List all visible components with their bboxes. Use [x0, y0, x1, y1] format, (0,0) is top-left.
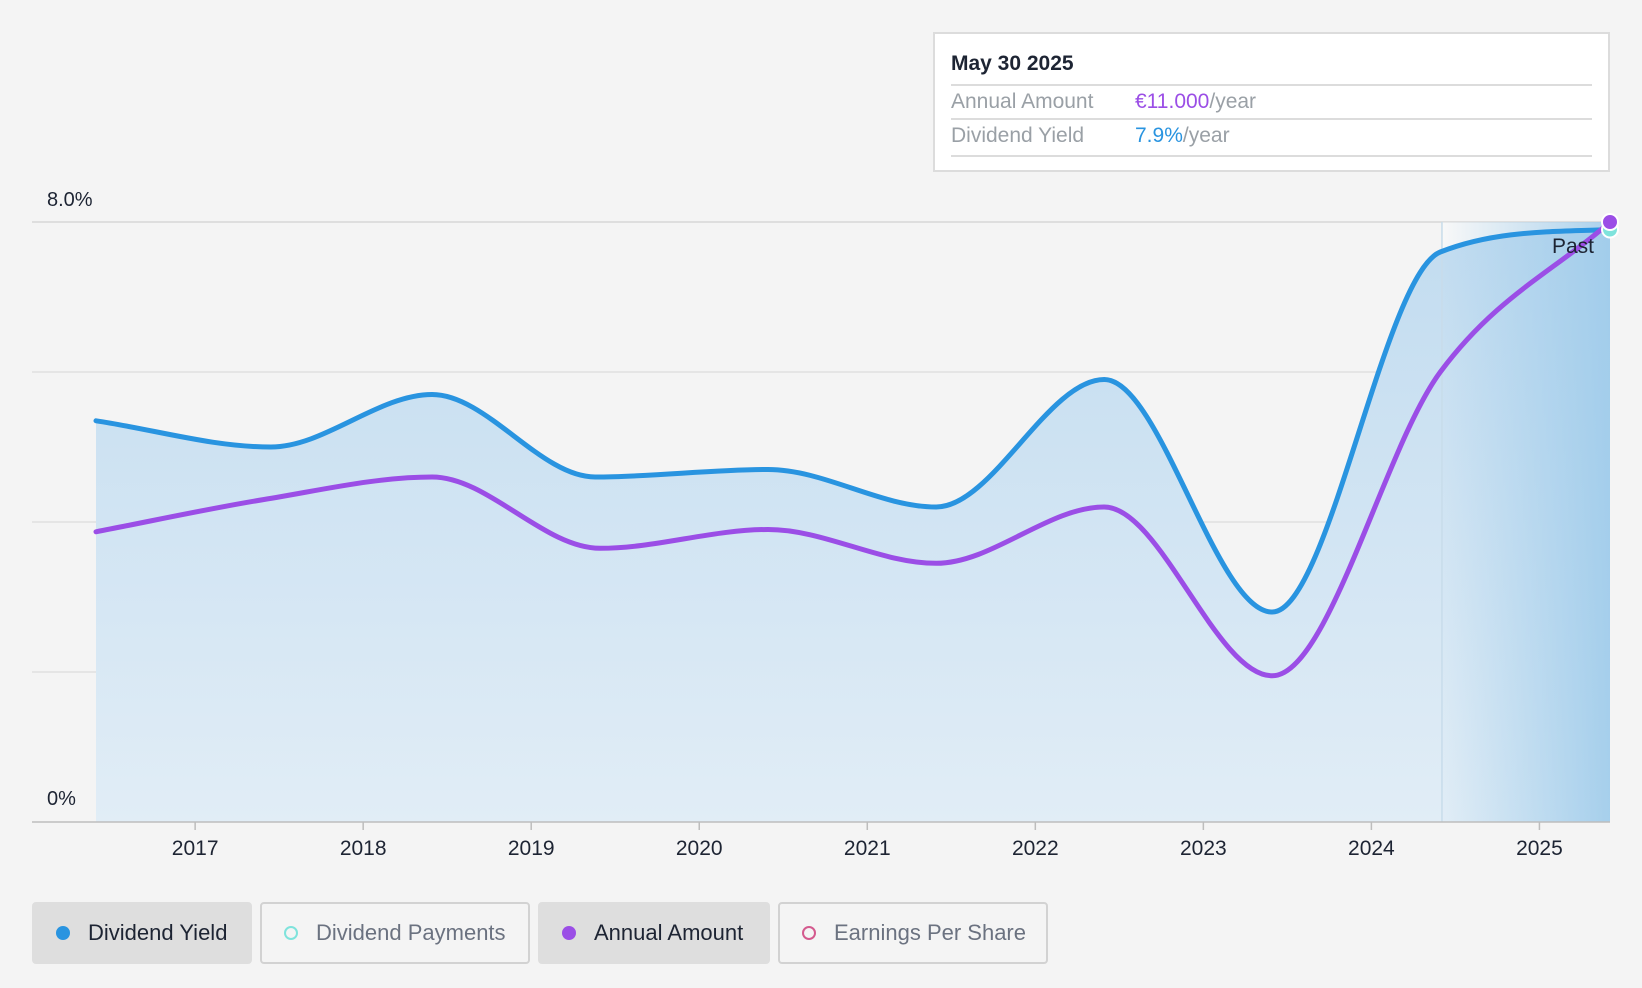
legend-dividend-payments-button[interactable]: Dividend Payments [260, 902, 530, 964]
tooltip-annual-amount-label: Annual Amount [951, 90, 1094, 113]
past-region-overlay [1441, 222, 1610, 822]
tooltip-divider [951, 118, 1592, 120]
x-axis-tick-label: 2022 [1012, 837, 1059, 860]
dividend-yield-line [93, 227, 1613, 615]
annual-amount-line [93, 219, 1613, 679]
x-axis-tick-label: 2025 [1516, 837, 1563, 860]
tooltip-panel: May 30 2025 Annual Amount €11.000/year D… [933, 32, 1610, 172]
x-axis-tick-label: 2021 [844, 837, 891, 860]
annual-amount-end-point [1601, 213, 1619, 231]
legend-annual-amount-button[interactable]: Annual Amount [538, 902, 770, 964]
legend-dividend-yield-label: Dividend Yield [88, 920, 228, 945]
dividend-payments-dot-icon [284, 926, 298, 940]
x-axis-tick-label: 2018 [340, 837, 387, 860]
tooltip-dividend-yield-value: 7.9% [1135, 124, 1183, 147]
tooltip-dividend-yield-label: Dividend Yield [951, 124, 1085, 147]
dividend-yield-dot-icon [56, 926, 70, 940]
y-axis-label-bottom: 0% [47, 788, 76, 810]
tooltip-dividend-yield-unit: /year [1182, 124, 1230, 147]
x-axis-tick-label: 2019 [508, 837, 555, 860]
x-axis-tick-label: 2024 [1348, 837, 1395, 860]
dividend-chart: 2017 2018 2019 2020 2021 2022 2023 2024 2025 8.0… [32, 189, 1619, 860]
dividend-yield-area [96, 229, 1610, 822]
tooltip-divider [951, 84, 1592, 86]
x-axis-tick-label: 2017 [172, 837, 219, 860]
earnings-per-share-dot-icon [802, 926, 816, 940]
legend-dividend-yield-button[interactable]: Dividend Yield [32, 902, 252, 964]
legend-earnings-per-share-button[interactable]: Earnings Per Share [778, 902, 1048, 964]
legend-dividend-payments-label: Dividend Payments [316, 920, 506, 945]
past-region-label: Past [1552, 235, 1594, 258]
tooltip-annual-amount-unit: /year [1209, 90, 1257, 113]
tooltip-annual-amount-value: €11.000 [1135, 90, 1210, 113]
legend-annual-amount-label: Annual Amount [594, 920, 744, 945]
x-axis-tick-label: 2020 [676, 837, 723, 860]
tooltip-row-annual-amount: Annual Amount €11.000/year [951, 90, 1256, 114]
y-axis-label-top: 8.0% [47, 189, 93, 211]
x-axis-tick-label: 2023 [1180, 837, 1227, 860]
legend-earnings-per-share-label: Earnings Per Share [834, 920, 1026, 945]
x-axis-ticks: 2017 2018 2019 2020 2021 2022 2023 2024 2025 [172, 822, 1563, 860]
tooltip-date: May 30 2025 [951, 52, 1074, 75]
tooltip-divider [951, 155, 1592, 157]
annual-amount-dot-icon [562, 926, 576, 940]
tooltip-row-dividend-yield: Dividend Yield 7.9%/year [951, 124, 1230, 148]
